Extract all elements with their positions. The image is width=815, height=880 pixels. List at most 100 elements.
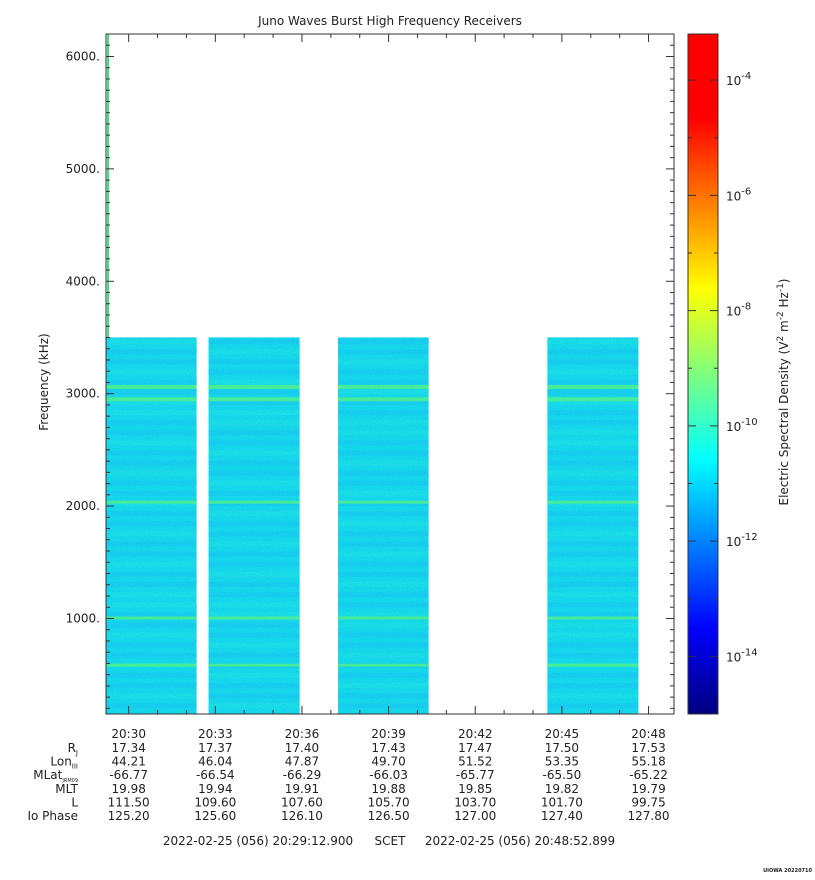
x-tick-label: 20:36	[285, 727, 320, 741]
ephemeris-value: -65.22	[629, 768, 668, 782]
ephemeris-value: 19.85	[458, 782, 492, 796]
plot-area	[106, 34, 674, 714]
ephemeris-value: 105.70	[368, 795, 410, 809]
emission-line	[106, 500, 197, 504]
ephemeris-row-label: Io Phase	[27, 809, 78, 823]
emission-line	[547, 663, 639, 667]
emission-line	[106, 384, 197, 389]
colorbar-tick-label: 10-14	[726, 647, 758, 664]
ephemeris-value: 47.87	[285, 755, 319, 769]
ephemeris-value: 19.79	[631, 782, 665, 796]
ephemeris-value: 19.88	[371, 782, 405, 796]
x-tick-label: 20:39	[371, 727, 406, 741]
x-tick-label: 20:42	[458, 727, 493, 741]
emission-line	[547, 500, 639, 504]
colorbar-label: Electric Spectral Density (V2 m-2 Hz-1)	[776, 278, 791, 505]
y-tick-label: 1000.	[66, 611, 100, 625]
ephemeris-value: 17.50	[545, 741, 579, 755]
y-tick-label: 2000.	[66, 499, 100, 513]
ephemeris-value: 17.43	[371, 741, 405, 755]
ephemeris-value: 127.00	[454, 809, 496, 823]
x-tick-label: 20:45	[545, 727, 580, 741]
x-tick-label: 20:48	[631, 727, 666, 741]
emission-line	[208, 663, 300, 667]
colorbar-tick-label: 10-10	[726, 417, 758, 434]
ephemeris-value: 55.18	[631, 755, 665, 769]
spectrogram-segment	[547, 337, 639, 714]
colorbar-tick-label: 10-6	[726, 186, 751, 203]
emission-line	[106, 397, 197, 402]
ephemeris-value: 49.70	[371, 755, 405, 769]
emission-line	[547, 616, 639, 620]
emission-line	[106, 616, 197, 620]
ephemeris-value: 109.60	[194, 795, 236, 809]
ephemeris-value: 111.50	[108, 795, 150, 809]
emission-line	[208, 500, 300, 504]
emission-line	[338, 616, 429, 620]
ephemeris-value: 103.70	[454, 795, 496, 809]
emission-line	[338, 397, 429, 402]
ephemeris-row-label: L	[71, 795, 78, 809]
ephemeris-value: 126.50	[368, 809, 410, 823]
emission-line	[338, 663, 429, 667]
plot-frame	[105, 33, 675, 715]
ephemeris-value: 17.53	[631, 741, 665, 755]
x-tick-label: 20:33	[198, 727, 233, 741]
ephemeris-value: 19.94	[198, 782, 232, 796]
ephemeris-value: 17.34	[111, 741, 145, 755]
ephemeris-value: 101.70	[541, 795, 583, 809]
ephemeris-value: -66.54	[196, 768, 235, 782]
ephemeris-value: 127.80	[628, 809, 670, 823]
x-tick-label: 20:30	[111, 727, 146, 741]
time-range-frame: SCET	[375, 834, 407, 848]
ephemeris-value: -65.50	[543, 768, 582, 782]
y-tick-label: 3000.	[66, 387, 100, 401]
ephemeris-value: 17.40	[285, 741, 319, 755]
ephemeris-row-label: LonIII	[50, 755, 78, 771]
y-tick-label: 6000.	[66, 49, 100, 63]
colorbar-tick-label: 10-12	[726, 532, 758, 549]
emission-line	[106, 663, 197, 667]
emission-line	[208, 397, 300, 402]
ephemeris-value: 51.52	[458, 755, 492, 769]
ephemeris-row-label: RJ	[68, 741, 78, 757]
time-range-start: 2022-02-25 (056) 20:29:12.900	[163, 834, 353, 848]
ephemeris-value: 126.10	[281, 809, 323, 823]
ephemeris-value: 107.60	[281, 795, 323, 809]
colorbar-tick-label: 10-8	[726, 302, 751, 319]
emission-line	[208, 384, 300, 389]
ephemeris-value: -66.03	[369, 768, 408, 782]
y-axis-label: Frequency (kHz)	[37, 333, 51, 430]
spectrogram-segment	[338, 337, 429, 714]
emission-line	[547, 397, 639, 402]
ephemeris-table: RJ 17.34 17.37 17.40 17.43 17.47 17.50 17.53 Lon…	[27, 741, 669, 823]
ephemeris-value: 19.91	[285, 782, 319, 796]
emission-line	[208, 616, 300, 620]
ephemeris-value: -65.77	[456, 768, 495, 782]
chart-title: Juno Waves Burst High Frequency Receiver…	[257, 14, 522, 28]
y-tick-label: 4000.	[66, 274, 100, 288]
ephemeris-value: 125.20	[108, 809, 150, 823]
ephemeris-row-label: MLT	[55, 782, 78, 796]
spectrogram-segment	[208, 337, 300, 714]
ephemeris-value: 17.47	[458, 741, 492, 755]
spectrogram-segment	[106, 337, 197, 714]
ephemeris-value: -66.29	[283, 768, 322, 782]
ephemeris-value: 125.60	[194, 809, 236, 823]
ephemeris-value: 44.21	[111, 755, 145, 769]
ephemeris-value: 53.35	[545, 755, 579, 769]
ephemeris-value: 127.40	[541, 809, 583, 823]
ephemeris-value: 19.98	[111, 782, 145, 796]
leading-edge-emission	[107, 34, 109, 338]
colorbar	[687, 33, 719, 715]
y-tick-label: 5000.	[66, 162, 100, 176]
ephemeris-value: 19.82	[545, 782, 579, 796]
emission-line	[338, 500, 429, 504]
ephemeris-value: -66.77	[109, 768, 148, 782]
ephemeris-row-label: MLatJRM09	[33, 768, 78, 784]
colorbar-tick-label: 10-4	[726, 71, 751, 88]
emission-line	[547, 384, 639, 389]
ephemeris-value: 99.75	[631, 795, 665, 809]
time-range-end: 2022-02-25 (056) 20:48:52.899	[425, 834, 615, 848]
